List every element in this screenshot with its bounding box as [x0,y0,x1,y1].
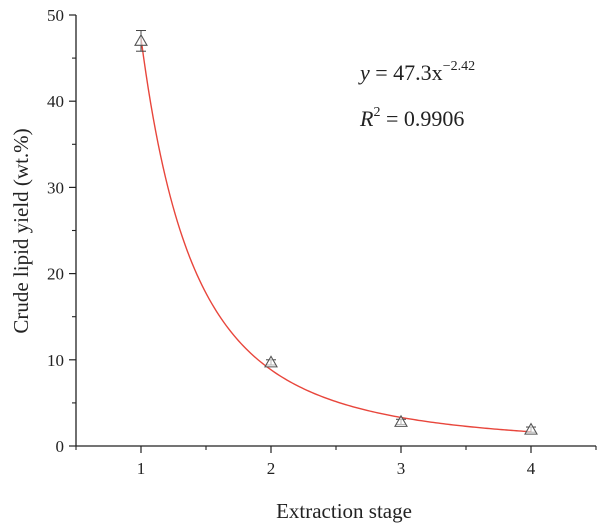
data-point [264,355,278,368]
r-squared-label: R2 = 0.9906 [359,105,464,131]
triangle-marker [134,33,148,46]
y-tick-label: 50 [47,6,64,25]
fit-curve [140,38,532,433]
triangle-marker [264,355,278,368]
x-tick-label: 2 [267,459,276,478]
data-point [134,30,148,52]
y-axis-title: Crude lipid yield (wt.%) [9,128,33,333]
y-tick-label: 0 [56,437,65,456]
y-tick-label: 40 [47,92,64,111]
points-layer [134,30,538,435]
equation-exponent: −2.42 [443,59,475,74]
x-tick-label: 3 [397,459,406,478]
data-point [394,414,408,427]
r2-exponent: 2 [373,105,380,120]
equation-body: = 47.3x [370,60,443,85]
r2-value: = 0.9906 [380,106,464,131]
axes: 0 10 20 30 40 50 1 2 3 4 [47,6,597,478]
x-tick-label: 1 [137,459,146,478]
fit-curve-layer [140,38,532,433]
r2-lhs: R [359,106,374,131]
fit-equation: y = 47.3x−2.42 [358,59,475,85]
y-tick-label: 30 [47,178,64,197]
y-tick-label: 20 [47,265,64,284]
equation-lhs: y [358,60,370,85]
triangle-marker [524,422,538,435]
x-tick-label: 4 [527,459,536,478]
triangle-marker [394,414,408,427]
x-axis-title: Extraction stage [276,499,412,523]
y-tick-label: 10 [47,351,64,370]
data-point [524,422,538,435]
